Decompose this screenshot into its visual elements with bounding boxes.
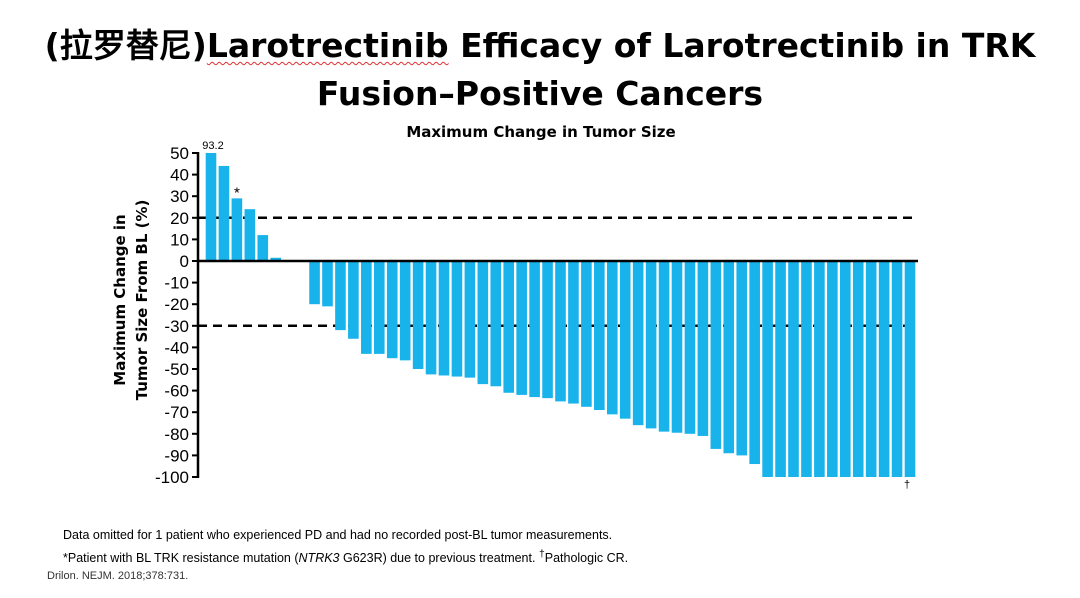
bar — [477, 261, 489, 385]
bar — [632, 261, 644, 426]
bar — [348, 261, 359, 339]
bar — [425, 261, 437, 375]
bar — [891, 261, 903, 477]
bar — [852, 261, 864, 477]
bar — [710, 261, 722, 449]
bar — [205, 153, 217, 261]
bar — [399, 261, 411, 361]
bar — [697, 261, 709, 436]
y-tick-label: 40 — [170, 166, 189, 185]
annotations: 93.2 * † — [202, 140, 910, 491]
bar — [438, 261, 450, 376]
bar — [581, 261, 592, 407]
bar — [839, 261, 851, 477]
y-tick-label: -20 — [164, 295, 189, 314]
bar — [723, 261, 735, 454]
bar — [555, 261, 566, 402]
bar — [684, 261, 696, 434]
bar — [309, 261, 320, 305]
bar — [658, 261, 670, 432]
y-tick-label: -80 — [164, 425, 189, 444]
y-tick-label: 20 — [170, 209, 189, 228]
footnote-omitted: Data omitted for 1 patient who experienc… — [63, 528, 613, 542]
bar-dagger: † — [904, 479, 910, 491]
y-axis-ticks: 50 40 30 20 10 0 -10 -20 -30 -40 -50 -60 -70 -80 -90 -1… — [155, 144, 198, 487]
y-tick-label: 0 — [180, 252, 189, 271]
bar — [645, 261, 657, 429]
bar — [749, 261, 760, 465]
bar-asterisk: * — [234, 184, 240, 201]
bar — [594, 261, 605, 411]
bar — [775, 261, 786, 477]
chart-title: Maximum Change in Tumor Size — [406, 123, 675, 141]
bar — [762, 261, 773, 477]
y-tick-label: -100 — [155, 468, 189, 487]
bar — [464, 261, 476, 378]
bar — [671, 261, 683, 433]
title-drug-name: Larotrectinib — [206, 26, 449, 65]
bar — [736, 261, 748, 456]
bar — [568, 261, 579, 404]
bar — [801, 261, 812, 477]
bar — [814, 261, 825, 477]
slide-title: (拉罗替尼)Larotrectinib Efficacy of Larotrec… — [0, 22, 1080, 118]
bar — [503, 261, 515, 393]
bar-value-label: 93.2 — [202, 140, 223, 152]
bar — [373, 261, 385, 354]
bar — [529, 261, 540, 398]
bar — [322, 261, 333, 307]
bar — [361, 261, 372, 354]
footnote-mutation: *Patient with BL TRK resistance mutation… — [63, 545, 628, 568]
bar — [451, 261, 463, 377]
footnote-mutation-mid: G623R) due to previous treatment. — [339, 551, 539, 566]
title-rest: Efficacy of Larotrectinib in TRK — [448, 26, 1036, 65]
bar — [218, 165, 230, 261]
bar — [257, 235, 269, 261]
y-tick-label: -30 — [164, 317, 189, 336]
footnotes: Data omitted for 1 patient who experienc… — [63, 526, 628, 568]
bar — [231, 198, 243, 261]
bar — [335, 261, 346, 331]
footnote-gene-name: NTRK3 — [298, 551, 340, 566]
y-tick-label: 30 — [170, 187, 189, 206]
bar — [904, 261, 916, 477]
bar — [386, 261, 398, 359]
y-tick-label: -40 — [164, 338, 189, 357]
bar — [244, 209, 256, 261]
y-axis-label-line2: Tumor Size From BL (%) — [133, 200, 151, 401]
waterfall-chart: Maximum Change in Tumor Size Maximum Cha… — [111, 123, 918, 491]
bar — [619, 261, 631, 419]
bar — [788, 261, 799, 477]
y-tick-label: -90 — [164, 446, 189, 465]
y-tick-label: -50 — [164, 360, 189, 379]
title-line2: Fusion–Positive Cancers — [316, 74, 764, 113]
bar — [412, 261, 424, 369]
bar — [878, 261, 890, 477]
y-tick-label: -70 — [164, 403, 189, 422]
y-tick-label: 10 — [170, 230, 189, 249]
citation: Drilon. NEJM. 2018;378:731. — [47, 570, 189, 582]
bars — [205, 153, 916, 477]
y-axis-label-line1: Maximum Change in — [111, 214, 129, 385]
bar — [490, 261, 502, 387]
bar — [827, 261, 838, 477]
y-tick-label: -60 — [164, 382, 189, 401]
y-tick-label: -10 — [164, 274, 189, 293]
bar — [542, 261, 553, 399]
footnote-pathologic-cr: Pathologic CR. — [544, 551, 629, 566]
y-tick-label: 50 — [170, 144, 189, 163]
footnote-mutation-prefix: *Patient with BL TRK resistance mutation… — [63, 551, 299, 566]
bar — [516, 261, 527, 395]
title-prefix: (拉罗替尼) — [44, 26, 207, 65]
bar — [865, 261, 877, 477]
bar — [606, 261, 618, 415]
footnote-dagger: † — [538, 549, 545, 560]
bar — [270, 257, 282, 261]
